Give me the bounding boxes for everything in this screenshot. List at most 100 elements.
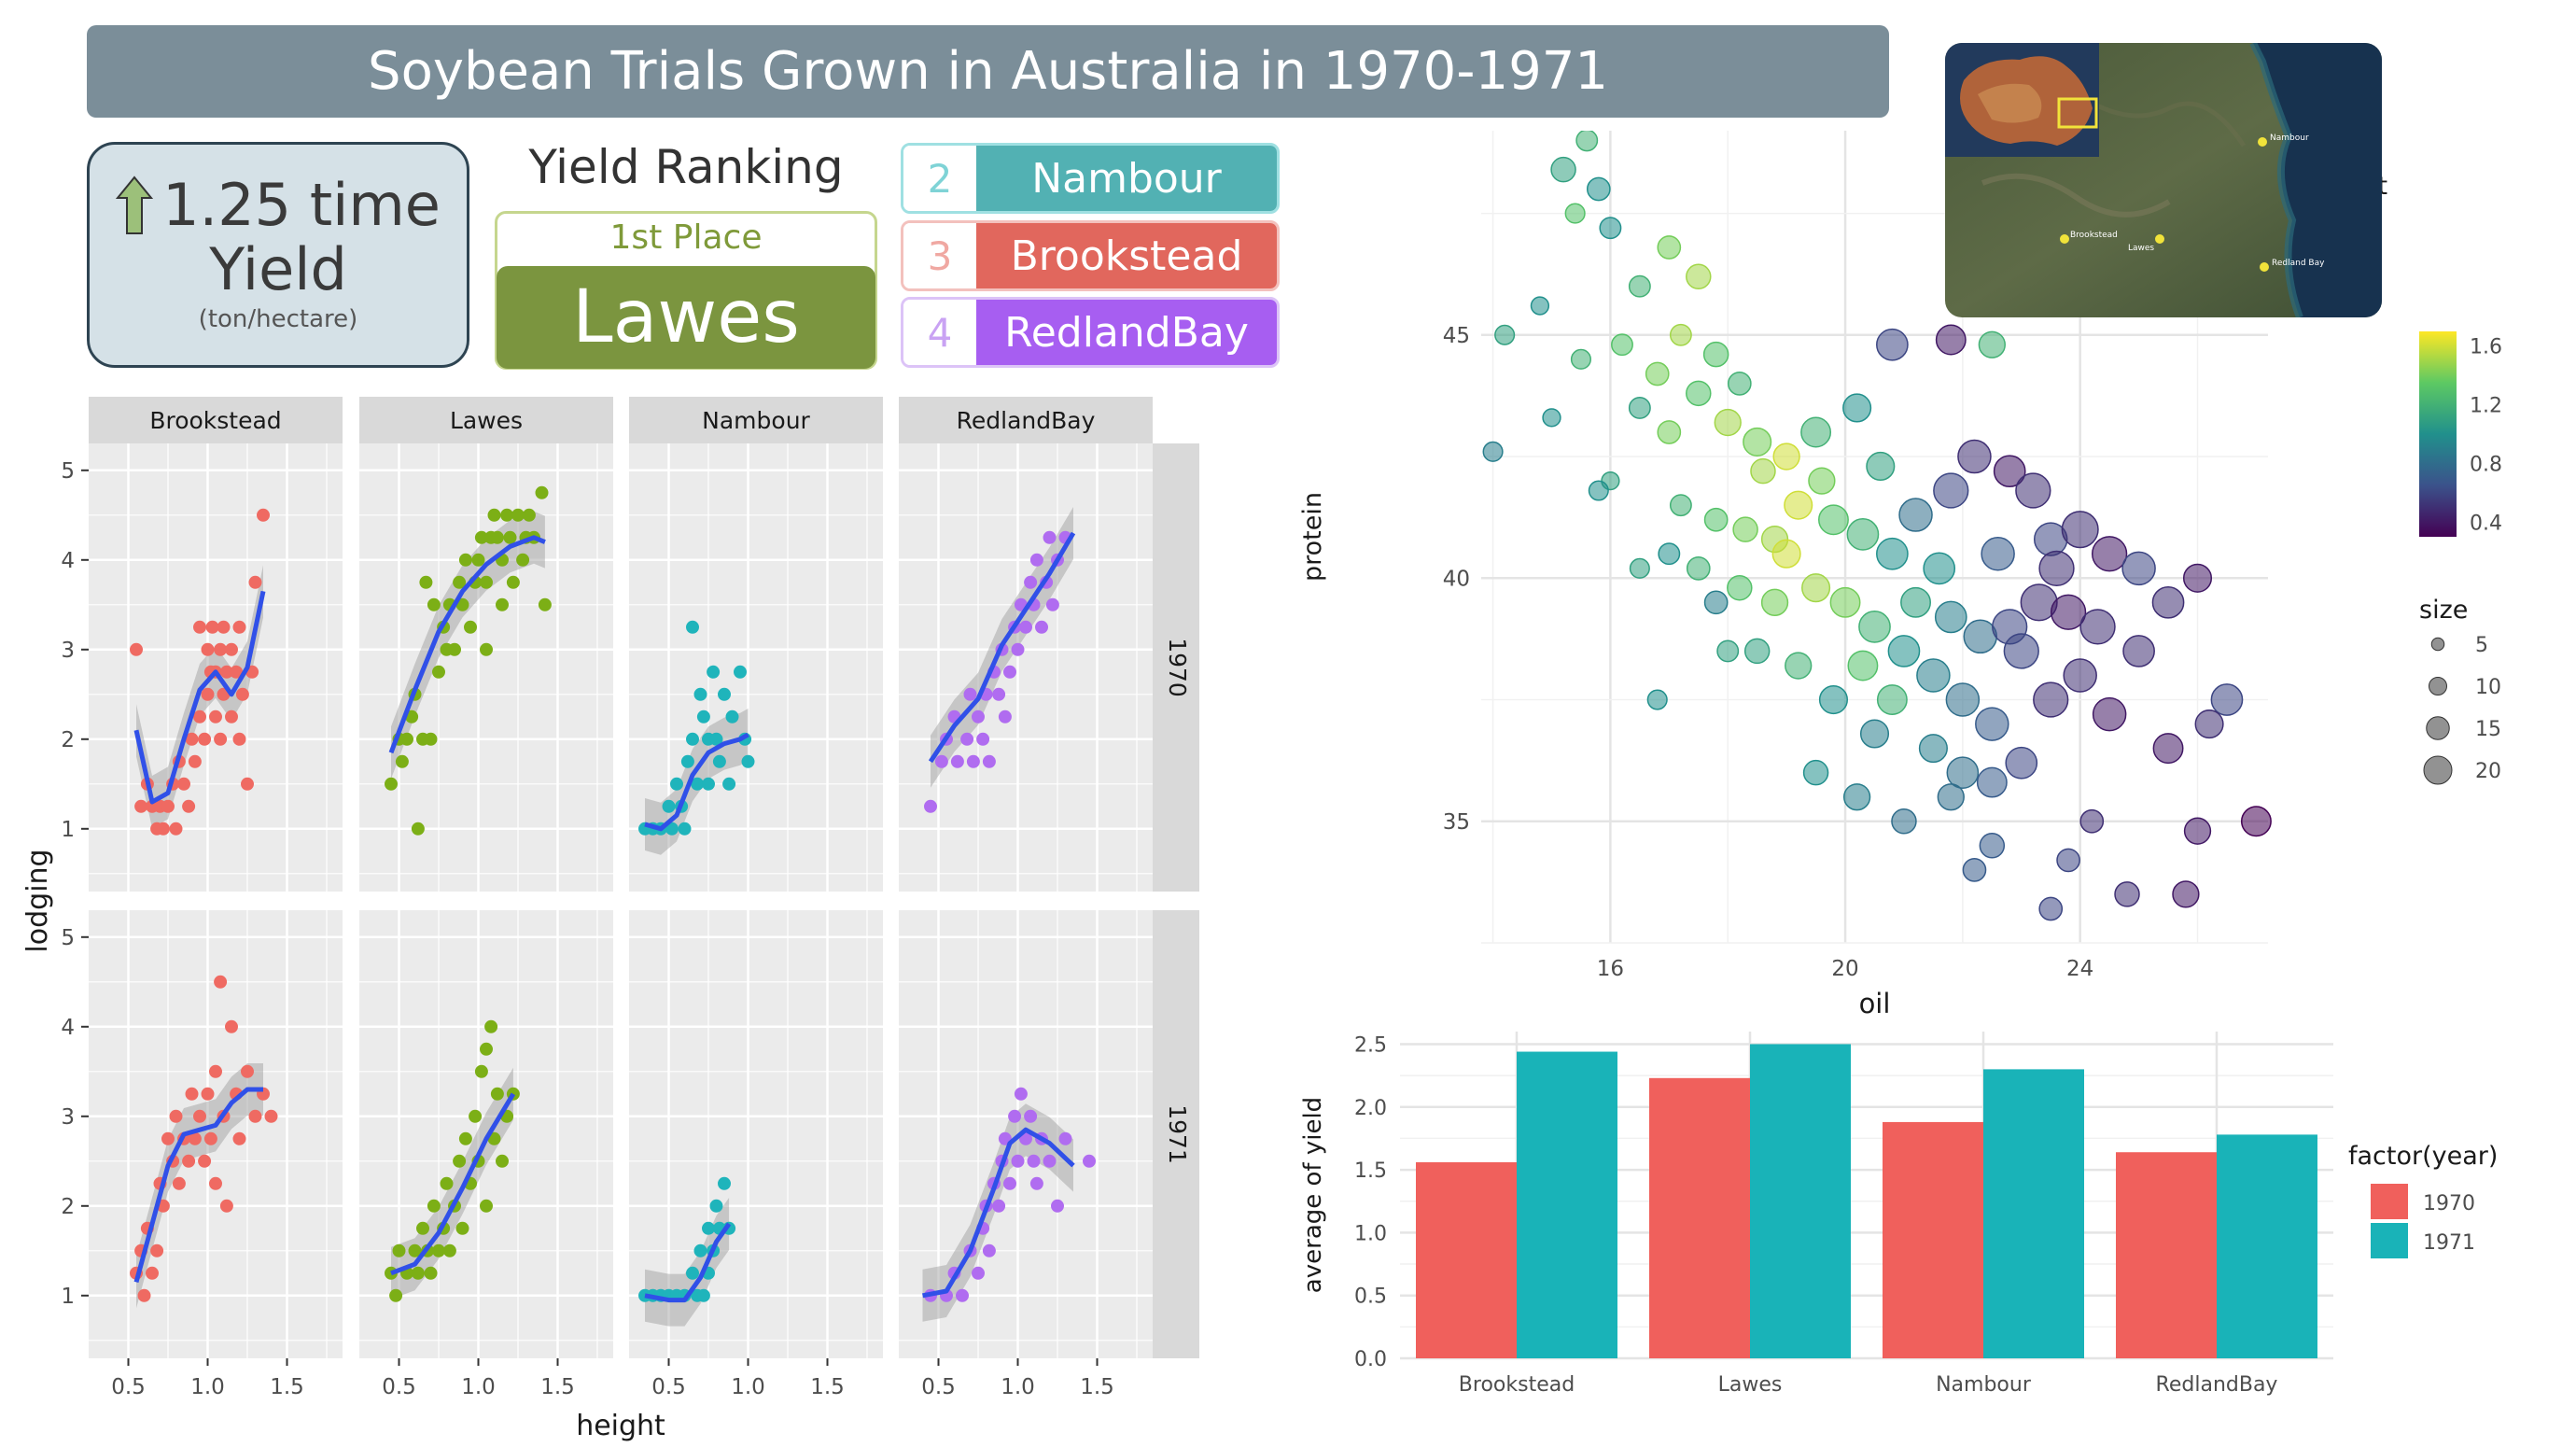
x-tick-label: Nambour [1936, 1373, 2032, 1397]
data-point [1992, 609, 2028, 645]
facet-strip [899, 397, 1153, 443]
data-point [1008, 1109, 1022, 1123]
map-label-redland: Redland Bay [2272, 259, 2325, 268]
smooth-line [390, 1092, 516, 1276]
data-point [201, 687, 215, 701]
data-point [219, 665, 233, 679]
data-point [691, 777, 705, 791]
data-point [741, 754, 755, 768]
data-point [219, 1199, 233, 1213]
map-marker-brookstead [2060, 234, 2069, 244]
x-tick-label: Brookstead [1459, 1373, 1575, 1397]
y-tick-label: 1 [61, 1285, 75, 1309]
data-point [1900, 586, 1931, 618]
data-point [1014, 1087, 1028, 1101]
x-tick-label: Lawes [1718, 1373, 1783, 1397]
x-tick-label: 1.5 [1080, 1375, 1114, 1399]
x-tick-label: 1.5 [540, 1375, 575, 1399]
y-tick-label: 5 [61, 926, 75, 950]
color-legend-label: 0.8 [2470, 453, 2502, 476]
data-point [1933, 472, 1969, 509]
data-point [1760, 588, 1789, 616]
data-point [2182, 563, 2213, 593]
legend-key-1971 [2371, 1223, 2408, 1258]
data-point [2038, 896, 2064, 921]
data-point [432, 665, 445, 679]
data-point [1043, 530, 1057, 544]
x-tick-label: 0.5 [111, 1375, 146, 1399]
x-tick-label: 16 [1597, 957, 1624, 981]
data-point [172, 1176, 186, 1190]
data-point [1011, 1154, 1025, 1168]
data-point [2122, 635, 2155, 667]
data-point [924, 799, 937, 813]
map-label-nambour: Nambour [2270, 133, 2309, 143]
legend-label-1971: 1971 [2423, 1231, 2475, 1255]
data-point [538, 597, 552, 611]
data-point [419, 575, 433, 589]
data-point [1003, 1176, 1016, 1190]
data-point [188, 1131, 202, 1145]
data-point [1628, 274, 1651, 298]
size-legend-label: 15 [2475, 718, 2501, 741]
data-point [225, 642, 238, 656]
data-point [1669, 494, 1692, 517]
data-point [1011, 642, 1025, 656]
map-inset: Nambour Brookstead Lawes Redland Bay [1945, 43, 2382, 317]
data-point [2092, 696, 2127, 732]
kpi-unit: (ton/hectare) [198, 305, 358, 333]
data-point [976, 732, 990, 746]
data-point [709, 732, 723, 746]
data-point [214, 732, 228, 746]
data-point [1646, 689, 1668, 710]
data-point [535, 485, 549, 499]
data-point [1732, 516, 1758, 542]
data-point [2015, 472, 2051, 509]
data-point [1887, 635, 1921, 667]
data-point [1029, 553, 1043, 567]
data-point [205, 620, 219, 634]
data-point [956, 1288, 969, 1302]
data-point [511, 508, 525, 522]
data-point [725, 709, 739, 724]
data-point [950, 754, 964, 768]
data-point [1611, 333, 1633, 357]
data-point [2061, 511, 2099, 549]
data-point [453, 1154, 467, 1168]
data-point [2005, 746, 2038, 780]
data-point [662, 799, 676, 813]
data-point [395, 754, 409, 768]
data-point [709, 1199, 723, 1213]
data-point [150, 1243, 164, 1257]
data-point [408, 1243, 422, 1257]
data-point [2056, 848, 2080, 873]
facet-strip [89, 397, 343, 443]
data-point [1818, 504, 1849, 536]
data-point [665, 822, 679, 836]
data-point [1934, 600, 1967, 634]
data-point [2050, 594, 2087, 630]
data-point [1058, 1131, 1072, 1145]
data-point [963, 687, 977, 701]
data-point [522, 508, 536, 522]
data-point [248, 1109, 262, 1123]
data-point [411, 1266, 425, 1280]
ranking-title: Yield Ranking [528, 140, 844, 194]
y-tick-label: 0.0 [1354, 1348, 1387, 1371]
data-point [248, 575, 262, 589]
data-point [442, 1243, 456, 1257]
data-point [490, 530, 504, 544]
smooth-line [133, 590, 266, 805]
data-point [1993, 455, 2026, 488]
facet-panel-brookstead-1970 [89, 443, 343, 892]
bar-1971-lawes [1750, 1044, 1851, 1358]
data-point [169, 822, 183, 836]
data-point [1599, 217, 1622, 240]
data-point [427, 597, 441, 611]
data-point [1024, 575, 1038, 589]
data-point [2038, 550, 2075, 587]
data-point [1530, 296, 1550, 316]
data-point [193, 709, 206, 724]
data-point [424, 1266, 438, 1280]
data-point [1981, 536, 2015, 571]
